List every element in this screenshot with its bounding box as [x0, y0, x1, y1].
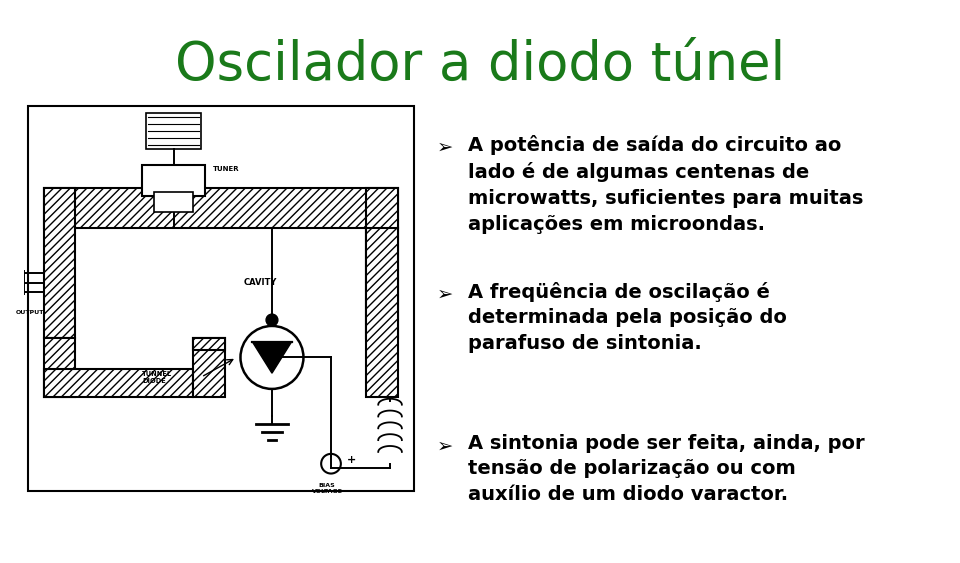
- Bar: [44, 188, 75, 338]
- Text: A sintonia pode ser feita, ainda, por
tensão de polarização ou com
auxílio de um: A sintonia pode ser feita, ainda, por te…: [468, 434, 865, 504]
- Text: TUNNEL
DIODE: TUNNEL DIODE: [142, 370, 172, 383]
- Text: OUTPUT: OUTPUT: [16, 310, 44, 315]
- Text: ➢: ➢: [437, 138, 453, 157]
- Text: A freqüência de oscilação é
determinada pela posição do
parafuso de sintonia.: A freqüência de oscilação é determinada …: [468, 282, 787, 353]
- Text: BIAS
VOLTAGE: BIAS VOLTAGE: [312, 484, 343, 494]
- Text: TUNER: TUNER: [213, 166, 240, 172]
- Text: CAVITY: CAVITY: [244, 278, 276, 287]
- Text: ➢: ➢: [437, 436, 453, 455]
- Text: A potência de saída do circuito ao
lado é de algumas centenas de
microwatts, suf: A potência de saída do circuito ao lado …: [468, 135, 864, 234]
- Polygon shape: [252, 342, 292, 373]
- Bar: [193, 338, 225, 397]
- Bar: [44, 338, 75, 397]
- Bar: [154, 192, 193, 212]
- Text: ➢: ➢: [437, 284, 453, 303]
- Bar: [44, 188, 398, 227]
- Bar: [142, 164, 205, 196]
- Bar: [193, 338, 225, 350]
- Bar: [367, 227, 398, 397]
- Bar: [44, 369, 193, 397]
- Text: +: +: [347, 455, 356, 465]
- Bar: [367, 188, 398, 338]
- Circle shape: [266, 314, 277, 326]
- Text: Oscilador a diodo túnel: Oscilador a diodo túnel: [175, 39, 785, 91]
- Bar: [146, 113, 202, 149]
